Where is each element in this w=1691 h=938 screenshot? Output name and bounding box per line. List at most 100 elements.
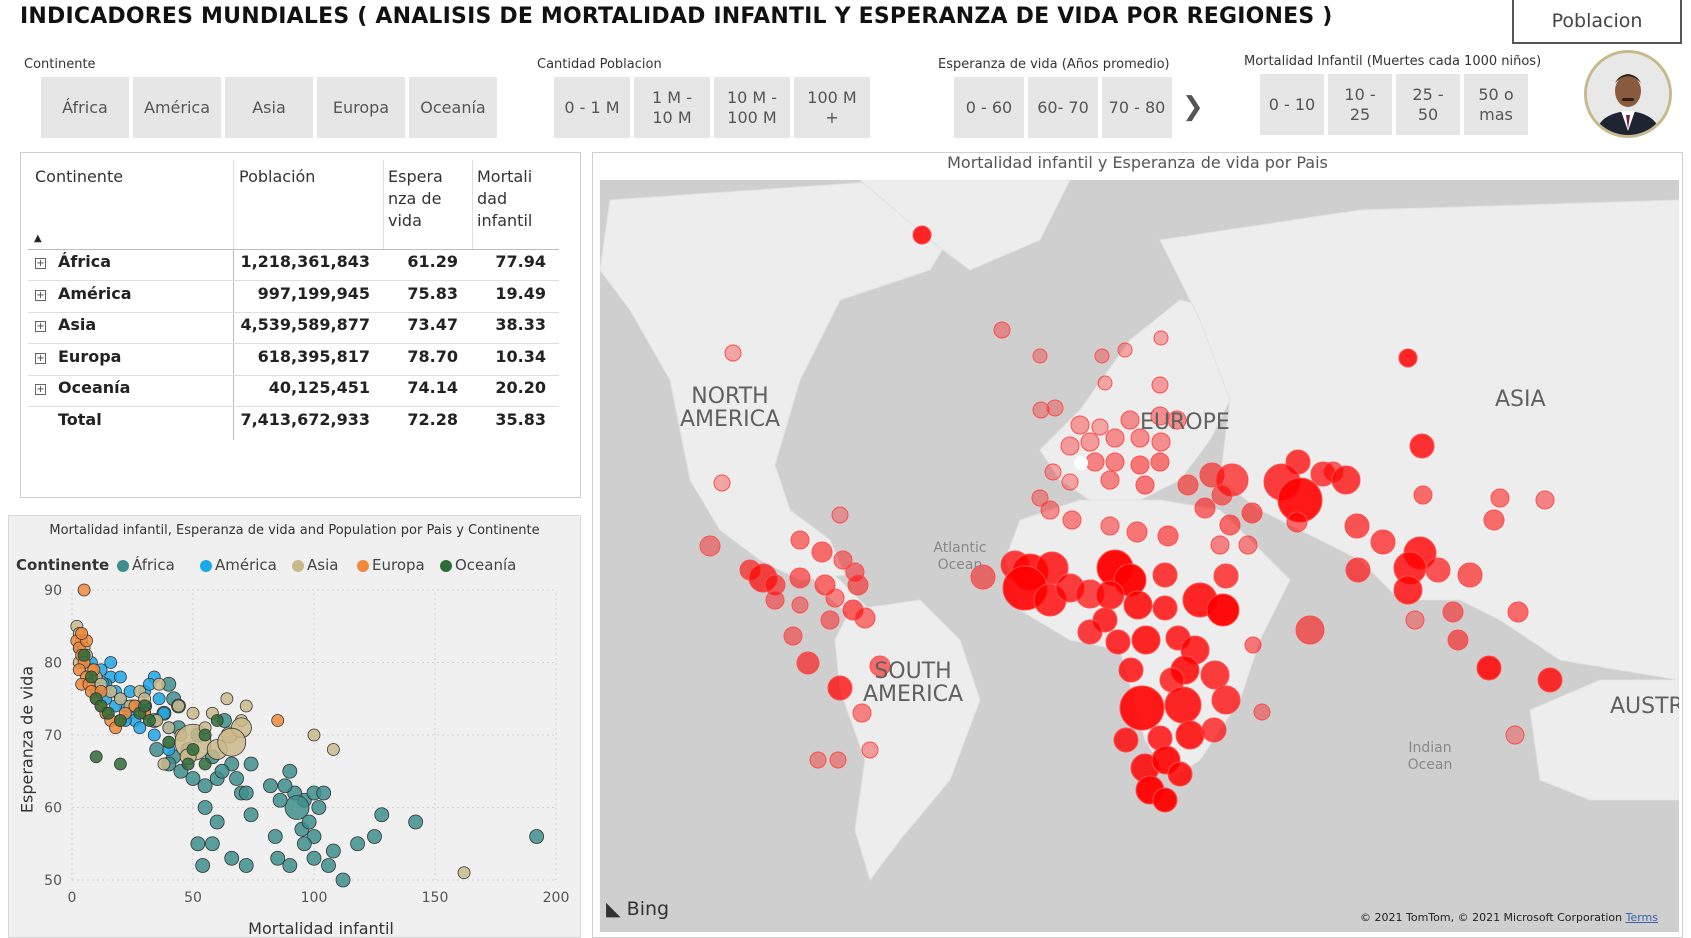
- map-bubble[interactable]: [1167, 761, 1193, 787]
- scatter-point[interactable]: [529, 829, 545, 844]
- map-bubble[interactable]: [1175, 720, 1205, 750]
- map-bubble[interactable]: [796, 651, 820, 675]
- scatter-point[interactable]: [350, 836, 365, 852]
- map-bubble[interactable]: [1331, 465, 1361, 495]
- map-bubble[interactable]: [1206, 593, 1240, 627]
- scatter-point[interactable]: [224, 850, 240, 866]
- map-bubble[interactable]: [1201, 717, 1227, 743]
- scatter-point[interactable]: [204, 836, 220, 852]
- slicer-option-mortalidad-0[interactable]: 0 - 10: [1260, 74, 1324, 135]
- map-bubble[interactable]: [869, 655, 891, 677]
- map-bubble[interactable]: [1211, 685, 1241, 715]
- slicer-option-continente-0[interactable]: África: [41, 77, 129, 138]
- map-bubble[interactable]: [1476, 655, 1502, 681]
- map-bubble[interactable]: [1457, 562, 1483, 588]
- map-bubble[interactable]: [825, 588, 845, 608]
- map-bubble[interactable]: [764, 574, 786, 596]
- scatter-point[interactable]: [271, 714, 285, 727]
- map-bubble[interactable]: [699, 535, 721, 557]
- map-bubble[interactable]: [1062, 510, 1082, 530]
- scatter-point[interactable]: [101, 706, 115, 720]
- scatter-point[interactable]: [316, 785, 332, 801]
- map-bubble[interactable]: [1135, 475, 1155, 495]
- map-bubble[interactable]: [1409, 433, 1435, 459]
- map-bubble[interactable]: [854, 607, 876, 629]
- scatter-point[interactable]: [243, 756, 259, 772]
- map-bubble[interactable]: [1117, 342, 1133, 358]
- col-header-mortalidad[interactable]: Mortalidad infantil: [477, 167, 533, 230]
- map-bubble[interactable]: [847, 574, 869, 596]
- scatter-point[interactable]: [190, 836, 206, 852]
- map-bubble[interactable]: [1060, 436, 1080, 456]
- map-bubble[interactable]: [1152, 787, 1178, 813]
- scatter-point[interactable]: [209, 814, 225, 830]
- map-bubble[interactable]: [1074, 456, 1088, 470]
- map-bubble[interactable]: [1405, 610, 1425, 630]
- scatter-point[interactable]: [306, 850, 322, 866]
- scatter-point[interactable]: [152, 677, 166, 691]
- scatter-point[interactable]: [243, 807, 259, 823]
- map-bubble[interactable]: [1131, 625, 1161, 655]
- legend-item-label[interactable]: América: [215, 556, 277, 574]
- chevron-right-icon[interactable]: ❯: [1182, 92, 1204, 122]
- slicer-option-continente-2[interactable]: Asia: [225, 77, 313, 138]
- map-bubble[interactable]: [1483, 509, 1505, 531]
- scatter-point[interactable]: [172, 699, 185, 713]
- map-bubble[interactable]: [1507, 601, 1529, 623]
- terms-link[interactable]: Terms: [1625, 911, 1658, 924]
- map-bubble[interactable]: [1344, 513, 1370, 539]
- map-bubble[interactable]: [1077, 619, 1103, 645]
- map-bubble[interactable]: [1118, 657, 1144, 683]
- map-bubble[interactable]: [861, 741, 879, 759]
- map-bubble[interactable]: [1167, 410, 1187, 430]
- map-bubble[interactable]: [1447, 629, 1469, 651]
- scatter-point[interactable]: [321, 858, 336, 873]
- map-bubble[interactable]: [1219, 514, 1241, 536]
- map-bubble[interactable]: [811, 541, 833, 563]
- map-bubble[interactable]: [783, 626, 803, 646]
- scatter-point[interactable]: [367, 829, 382, 844]
- map-bubble[interactable]: [1130, 455, 1150, 475]
- map-bubble[interactable]: [1345, 557, 1371, 583]
- scatter-point[interactable]: [307, 728, 321, 742]
- scatter-point[interactable]: [311, 800, 327, 815]
- col-header-esperanza[interactable]: Esperanza de vida: [388, 167, 443, 230]
- map-bubble[interactable]: [1080, 432, 1100, 452]
- scatter-point[interactable]: [133, 721, 147, 735]
- scatter-point[interactable]: [84, 670, 98, 684]
- map-bubble[interactable]: [1200, 660, 1230, 690]
- slicer-option-continente-3[interactable]: Europa: [317, 77, 405, 138]
- map-bubble[interactable]: [1295, 615, 1325, 645]
- slicer-option-esperanza-1[interactable]: 60- 70: [1028, 77, 1098, 138]
- map-bubble[interactable]: [1152, 595, 1178, 621]
- slicer-option-continente-4[interactable]: Oceanía: [409, 77, 497, 138]
- expand-icon[interactable]: +: [35, 384, 46, 395]
- expand-icon[interactable]: +: [35, 321, 46, 332]
- map-bubble[interactable]: [1061, 473, 1079, 491]
- scatter-point[interactable]: [138, 699, 152, 713]
- expand-icon[interactable]: +: [35, 258, 46, 269]
- scatter-point[interactable]: [162, 735, 176, 749]
- poblacion-button[interactable]: Poblacion: [1512, 0, 1682, 44]
- map-bubble[interactable]: [1157, 525, 1179, 547]
- scatter-point[interactable]: [220, 692, 234, 706]
- map-bubble[interactable]: [1286, 511, 1308, 533]
- scatter-point[interactable]: [197, 800, 213, 815]
- map-bubble[interactable]: [993, 321, 1011, 339]
- map-bubble[interactable]: [1490, 488, 1510, 508]
- scatter-point[interactable]: [198, 728, 212, 742]
- scatter-point[interactable]: [114, 670, 127, 684]
- map-bubble[interactable]: [791, 596, 809, 614]
- scatter-point[interactable]: [197, 778, 213, 794]
- map-bubble[interactable]: [970, 564, 996, 590]
- map-bubble[interactable]: [1370, 529, 1396, 555]
- map-bubble[interactable]: [1095, 580, 1125, 610]
- scatter-point[interactable]: [186, 743, 200, 756]
- scatter-point[interactable]: [282, 763, 298, 779]
- map-bubble[interactable]: [1044, 463, 1062, 481]
- sort-ascending-icon[interactable]: ▲: [34, 233, 42, 244]
- map-bubble[interactable]: [1040, 500, 1060, 520]
- scatter-point[interactable]: [272, 792, 288, 808]
- map-bubble[interactable]: [1537, 667, 1563, 693]
- scatter-point[interactable]: [374, 807, 390, 823]
